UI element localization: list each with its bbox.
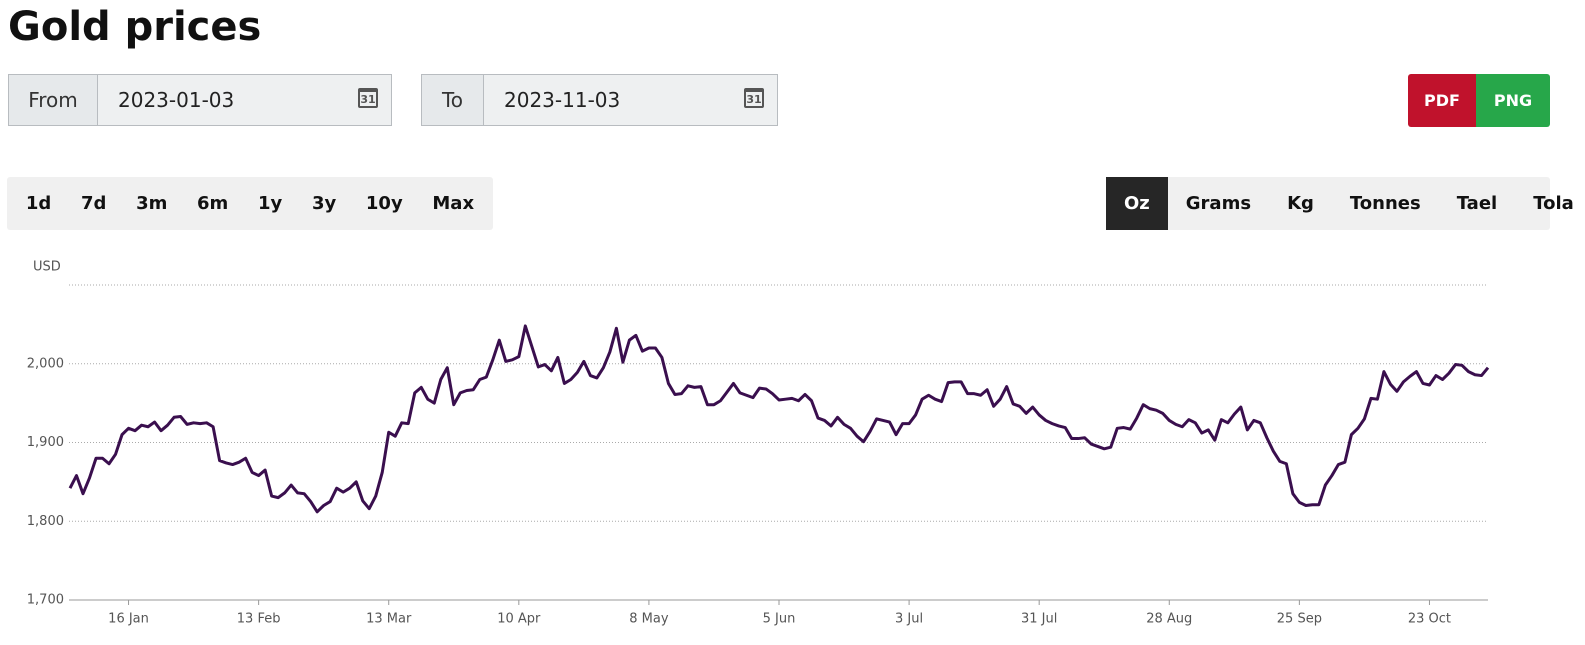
range-button[interactable]: 3y bbox=[311, 193, 337, 214]
x-tick-label: 10 Apr bbox=[497, 612, 541, 627]
y-tick-label: 1,800 bbox=[27, 514, 64, 529]
unit-button[interactable]: Oz bbox=[1106, 177, 1168, 230]
unit-button[interactable]: Tael bbox=[1456, 193, 1498, 214]
calendar-icon[interactable]: 31 bbox=[358, 88, 378, 108]
x-tick-label: 13 Mar bbox=[366, 612, 412, 627]
price-line bbox=[68, 324, 1490, 514]
range-button[interactable]: 7d bbox=[80, 193, 107, 214]
range-buttons: 1d 7d 3m 6m 1y 3y 10y Max bbox=[7, 177, 493, 230]
range-button[interactable]: 1d bbox=[25, 193, 52, 214]
y-tick-label: 1,900 bbox=[27, 435, 64, 450]
range-button[interactable]: Max bbox=[432, 193, 475, 214]
chart: USD 1,700 1,800 1,900 2,000 16 Jan 13 Feb 13 M… bbox=[27, 260, 1490, 627]
x-tick-label: 23 Oct bbox=[1408, 612, 1451, 627]
unit-button[interactable]: Kg bbox=[1287, 193, 1314, 214]
to-value[interactable]: 2023-11-03 31 bbox=[484, 75, 777, 125]
from-date[interactable]: From 2023-01-03 31 bbox=[8, 74, 392, 126]
x-tick-label: 13 Feb bbox=[237, 612, 281, 627]
unit-button[interactable]: Tola bbox=[1533, 193, 1574, 214]
to-label: To bbox=[422, 75, 484, 125]
x-tick-label: 16 Jan bbox=[108, 612, 149, 627]
from-text: 2023-01-03 bbox=[118, 88, 235, 112]
y-tick-label: 1,700 bbox=[27, 593, 64, 608]
range-button[interactable]: 3m bbox=[136, 193, 168, 214]
x-tick-label: 25 Sep bbox=[1277, 612, 1322, 627]
x-tick-label: 5 Jun bbox=[763, 612, 796, 627]
y-tick-label: 2,000 bbox=[27, 356, 64, 371]
unit-buttons: Oz Grams Kg Tonnes Tael Tola bbox=[1106, 177, 1574, 230]
range-button[interactable]: 10y bbox=[365, 193, 403, 214]
png-button[interactable]: PNG bbox=[1476, 74, 1550, 127]
y-axis-label: USD bbox=[33, 260, 61, 275]
calendar-icon[interactable]: 31 bbox=[744, 88, 764, 108]
x-tick-label: 8 May bbox=[629, 612, 669, 627]
from-label: From bbox=[9, 75, 98, 125]
x-tick-label: 28 Aug bbox=[1146, 612, 1192, 627]
x-tick-label: 31 Jul bbox=[1021, 612, 1057, 627]
unit-button[interactable]: Grams bbox=[1185, 193, 1252, 214]
to-text: 2023-11-03 bbox=[504, 88, 621, 112]
unit-button[interactable]: Tonnes bbox=[1349, 193, 1421, 214]
pdf-button[interactable]: PDF bbox=[1408, 74, 1476, 127]
from-value[interactable]: 2023-01-03 31 bbox=[98, 75, 391, 125]
page-title: Gold prices bbox=[8, 4, 262, 50]
range-button[interactable]: 6m bbox=[197, 193, 229, 214]
x-tick-label: 3 Jul bbox=[895, 612, 923, 627]
to-date[interactable]: To 2023-11-03 31 bbox=[421, 74, 778, 126]
range-button[interactable]: 1y bbox=[258, 193, 283, 214]
